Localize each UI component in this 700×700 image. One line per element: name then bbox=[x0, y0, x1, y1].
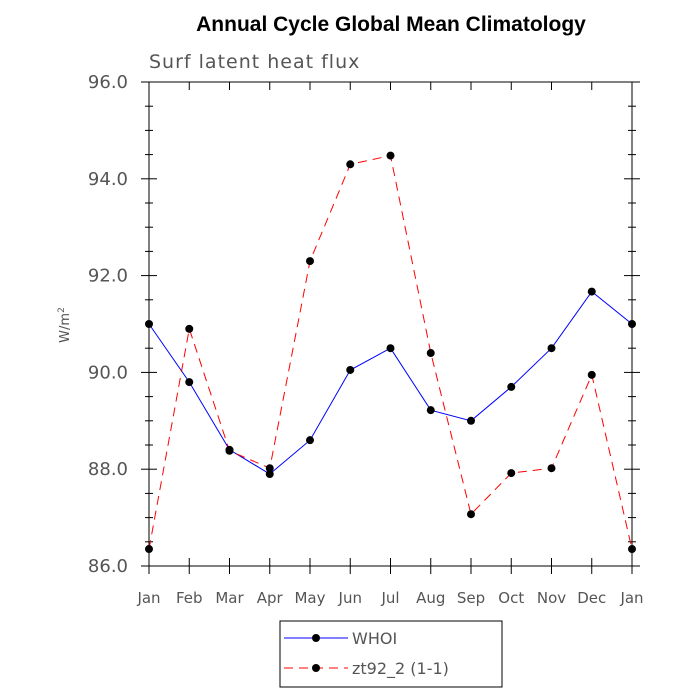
data-point-1 bbox=[265, 464, 274, 473]
chart-subtitle: Surf latent heat flux bbox=[149, 51, 360, 73]
data-point-1 bbox=[346, 160, 355, 169]
x-tick-label: Oct bbox=[498, 589, 524, 607]
data-point-1 bbox=[628, 545, 636, 554]
data-point-0 bbox=[547, 344, 556, 353]
x-tick-label: Jan bbox=[619, 589, 643, 607]
x-tick-label: Aug bbox=[416, 589, 445, 607]
series-layer bbox=[145, 151, 636, 554]
data-point-1 bbox=[467, 510, 475, 519]
data-point-1 bbox=[306, 257, 314, 266]
data-point-0 bbox=[185, 378, 194, 387]
legend-label-whoi: WHOI bbox=[352, 629, 397, 648]
x-tick-label: Feb bbox=[176, 589, 203, 607]
series-line-1 bbox=[148, 155, 633, 550]
series-line-0 bbox=[148, 290, 633, 475]
y-tick-label: 96.0 bbox=[88, 72, 128, 93]
x-tick-label: Apr bbox=[257, 589, 284, 607]
data-point-0 bbox=[386, 344, 395, 353]
y-axis-label: W/m2 bbox=[57, 307, 73, 343]
data-point-0 bbox=[587, 287, 596, 296]
x-tick-label: Jul bbox=[380, 589, 399, 607]
axes: Jan Feb Mar Apr May Jun Jul Aug Sep Oct Nov Dec Jan 8… bbox=[88, 72, 644, 607]
data-point-0 bbox=[628, 320, 636, 328]
x-tick-label: Dec bbox=[577, 589, 606, 607]
data-point-1 bbox=[507, 469, 516, 478]
x-tick-label: Jan bbox=[136, 589, 160, 607]
x-tick-label: Mar bbox=[215, 589, 244, 607]
data-point-0 bbox=[426, 406, 435, 415]
x-tick-label: Jun bbox=[338, 589, 362, 607]
legend-box bbox=[279, 620, 503, 688]
y-tick-label: 92.0 bbox=[88, 266, 128, 287]
y-tick-label: 90.0 bbox=[88, 362, 128, 383]
data-point-1 bbox=[225, 446, 234, 455]
legend: WHOI zt92_2 (1-1) bbox=[279, 620, 503, 688]
y-tick-label: 94.0 bbox=[88, 169, 128, 190]
chart-title: Annual Cycle Global Mean Climatology bbox=[196, 13, 586, 36]
x-tick-label: May bbox=[294, 589, 325, 607]
y-tick-label: 88.0 bbox=[88, 459, 128, 480]
x-tick-label: Sep bbox=[457, 589, 485, 607]
data-point-0 bbox=[145, 320, 153, 328]
data-point-0 bbox=[265, 470, 274, 479]
data-point-1 bbox=[426, 349, 435, 358]
x-tick-label: Nov bbox=[537, 589, 566, 607]
data-point-1 bbox=[386, 151, 395, 160]
data-point-0 bbox=[346, 365, 355, 374]
data-point-1 bbox=[185, 324, 194, 333]
data-point-1 bbox=[145, 545, 153, 554]
data-point-0 bbox=[306, 436, 314, 445]
legend-label-zt92: zt92_2 (1-1) bbox=[352, 659, 449, 679]
legend-marker-zt92 bbox=[312, 664, 320, 672]
data-point-0 bbox=[467, 416, 475, 425]
legend-marker-whoi bbox=[312, 634, 320, 642]
data-point-1 bbox=[587, 370, 596, 379]
data-point-1 bbox=[547, 464, 556, 473]
data-point-0 bbox=[507, 382, 516, 391]
y-tick-label: 86.0 bbox=[88, 556, 128, 577]
